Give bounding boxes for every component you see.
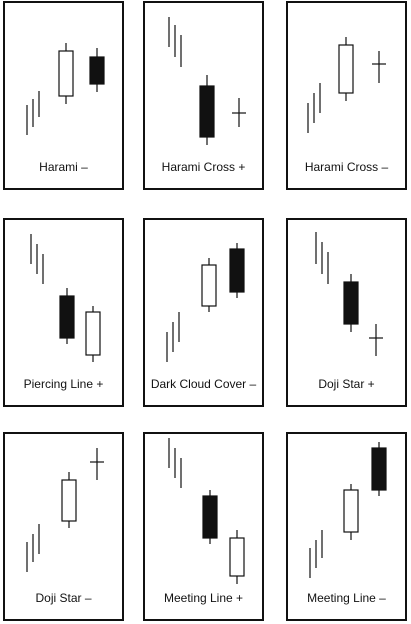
hollow-candle (201, 264, 217, 307)
pattern-label: Harami – (39, 160, 88, 174)
pattern-label: Doji Star – (35, 591, 92, 605)
candlestick-diagram (168, 17, 246, 145)
pattern-label: Meeting Line – (307, 591, 386, 605)
filled-candle (199, 85, 215, 138)
hollow-candle (85, 311, 101, 356)
candlestick-diagram (309, 442, 387, 578)
pattern-label: Piercing Line + (23, 377, 104, 391)
pattern-label: Doji Star + (318, 377, 375, 391)
pattern-label: Harami Cross + (161, 160, 246, 174)
candlestick-diagram (26, 43, 105, 135)
pattern-panel-meeting-line-plus: Meeting Line + (143, 432, 264, 621)
filled-candle (343, 281, 359, 325)
candlestick-diagram (307, 37, 386, 133)
filled-candle (89, 56, 105, 85)
candlestick-diagram (26, 448, 104, 572)
pattern-panel-piercing-line-plus: Piercing Line + (3, 218, 124, 407)
pattern-panel-harami-cross-minus: Harami Cross – (286, 1, 407, 190)
hollow-candle (229, 537, 245, 577)
hollow-candle (343, 489, 359, 533)
pattern-panel-meeting-line-minus: Meeting Line – (286, 432, 407, 621)
candlestick-diagram (168, 438, 245, 584)
filled-candle (59, 295, 75, 339)
hollow-candle (58, 50, 74, 97)
hollow-candle (338, 44, 354, 94)
pattern-panel-doji-star-plus: Doji Star + (286, 218, 407, 407)
candlestick-diagram (315, 232, 383, 356)
pattern-label: Harami Cross – (304, 160, 389, 174)
candlestick-diagram (166, 243, 245, 362)
filled-candle (202, 495, 218, 539)
pattern-label: Dark Cloud Cover – (150, 377, 257, 391)
pattern-panel-harami-minus: Harami – (3, 1, 124, 190)
pattern-panel-doji-star-minus: Doji Star – (3, 432, 124, 621)
hollow-candle (61, 479, 77, 522)
filled-candle (229, 248, 245, 293)
filled-candle (371, 447, 387, 491)
pattern-panel-harami-cross-plus: Harami Cross + (143, 1, 264, 190)
candlestick-diagram (30, 234, 101, 362)
pattern-label: Meeting Line + (163, 591, 244, 605)
pattern-panel-dark-cloud-cover-minus: Dark Cloud Cover – (143, 218, 264, 407)
